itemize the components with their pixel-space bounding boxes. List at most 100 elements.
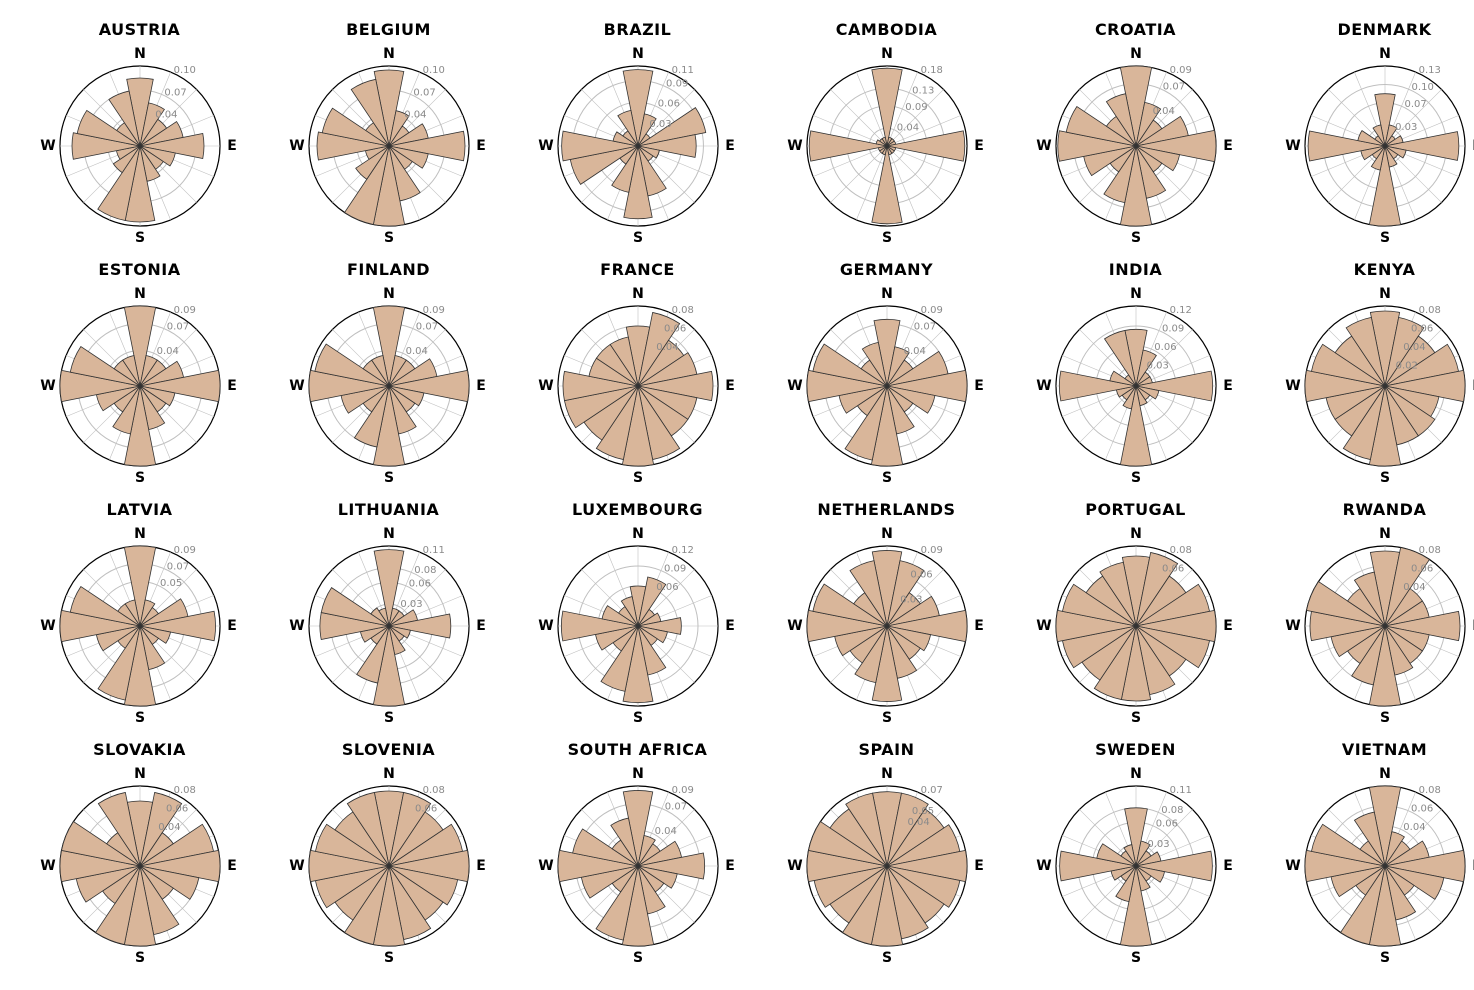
rose-chart: 0.030.060.09NESW — [782, 521, 992, 731]
rose-chart: 0.040.070.10NESW — [284, 41, 494, 251]
cardinal-s: S — [134, 710, 144, 726]
cardinal-s: S — [134, 470, 144, 486]
rtick-label: 0.04 — [155, 109, 177, 120]
panel-title: KENYA — [1265, 260, 1474, 279]
rtick-label: 0.08 — [414, 565, 436, 576]
panel-title: FINLAND — [269, 260, 508, 279]
chart-panel: CROATIA0.040.070.09NESW — [1016, 20, 1255, 250]
rose-chart: 0.040.070.10NESW — [35, 41, 245, 251]
chart-panel: SOUTH AFRICA0.040.070.09NESW — [518, 740, 757, 970]
rose-chart: 0.060.090.12NESW — [533, 521, 743, 731]
rtick-label: 0.06 — [657, 99, 679, 110]
cardinal-s: S — [632, 230, 642, 246]
cardinal-n: N — [134, 526, 146, 542]
rtick-label: 0.12 — [671, 545, 693, 556]
rose-chart: 0.040.070.09NESW — [782, 281, 992, 491]
rose-chart: 0.040.070.09NESW — [1031, 41, 1241, 251]
panel-title: AUSTRIA — [20, 20, 259, 39]
rtick-label: 0.03 — [1146, 361, 1168, 372]
rtick-label: 0.07 — [920, 785, 942, 796]
cardinal-e: E — [227, 138, 237, 154]
cardinal-n: N — [881, 526, 893, 542]
rose-chart: 0.020.040.060.08NESW — [1280, 281, 1474, 491]
rtick-label: 0.08 — [1418, 785, 1440, 796]
cardinal-w: W — [1285, 138, 1300, 154]
cardinal-n: N — [1130, 46, 1142, 62]
cardinal-s: S — [632, 710, 642, 726]
chart-panel: DENMARK0.030.070.100.13NESW — [1265, 20, 1474, 250]
panel-title: VIETNAM — [1265, 740, 1474, 759]
panel-title: ESTONIA — [20, 260, 259, 279]
cardinal-s: S — [881, 950, 891, 966]
cardinal-n: N — [1379, 526, 1391, 542]
panel-title: LATVIA — [20, 500, 259, 519]
cardinal-w: W — [787, 138, 802, 154]
rose-chart: 0.040.090.130.18NESW — [782, 41, 992, 251]
rtick-label: 0.02 — [1395, 361, 1417, 372]
rtick-label: 0.04 — [156, 346, 178, 357]
cardinal-e: E — [227, 618, 237, 634]
cardinal-w: W — [787, 618, 802, 634]
chart-panel: ESTONIA0.040.070.09NESW — [20, 260, 259, 490]
rtick-label: 0.09 — [920, 545, 942, 556]
cardinal-e: E — [1223, 858, 1233, 874]
rtick-label: 0.09 — [920, 305, 942, 316]
chart-panel: GERMANY 0.040.070.09NESW — [767, 260, 1006, 490]
rtick-label: 0.11 — [422, 545, 444, 556]
rtick-label: 0.04 — [405, 346, 427, 357]
chart-panel: AUSTRIA0.040.070.10NESW — [20, 20, 259, 250]
rtick-label: 0.04 — [656, 342, 678, 353]
cardinal-w: W — [538, 138, 553, 154]
cardinal-n: N — [632, 46, 644, 62]
rtick-label: 0.08 — [173, 785, 195, 796]
cardinal-w: W — [1036, 858, 1051, 874]
rtick-label: 0.06 — [910, 570, 932, 581]
cardinal-n: N — [383, 766, 395, 782]
cardinal-e: E — [974, 138, 984, 154]
cardinal-s: S — [1379, 950, 1389, 966]
chart-panel: BELGIUM0.040.070.10NESW — [269, 20, 508, 250]
cardinal-w: W — [1036, 138, 1051, 154]
cardinal-w: W — [40, 618, 55, 634]
cardinal-s: S — [134, 230, 144, 246]
cardinal-n: N — [134, 46, 146, 62]
panel-title: LUXEMBOURG — [518, 500, 757, 519]
rtick-label: 0.06 — [1410, 564, 1432, 575]
rtick-label: 0.06 — [414, 804, 436, 815]
cardinal-e: E — [476, 138, 486, 154]
chart-panel: SPAIN0.040.050.07NESW — [767, 740, 1006, 970]
rtick-label: 0.10 — [173, 65, 195, 76]
cardinal-w: W — [40, 858, 55, 874]
small-multiples-grid: AUSTRIA0.040.070.10NESWBELGIUM0.040.070.… — [20, 20, 1454, 970]
rose-chart: 0.030.060.080.11NESW — [284, 521, 494, 731]
cardinal-e: E — [1223, 618, 1233, 634]
cardinal-n: N — [881, 46, 893, 62]
rtick-label: 0.03 — [1147, 839, 1169, 850]
cardinal-w: W — [289, 858, 304, 874]
rose-chart: 0.040.050.07NESW — [782, 761, 992, 971]
cardinal-n: N — [632, 526, 644, 542]
chart-panel: FRANCE0.040.060.08NESW — [518, 260, 757, 490]
cardinal-n: N — [1130, 526, 1142, 542]
cardinal-e: E — [476, 618, 486, 634]
cardinal-s: S — [881, 230, 891, 246]
cardinal-s: S — [383, 470, 393, 486]
chart-panel: LUXEMBOURG0.060.090.12NESW — [518, 500, 757, 730]
cardinal-w: W — [1036, 618, 1051, 634]
rtick-label: 0.04 — [903, 346, 925, 357]
rtick-label: 0.04 — [654, 826, 676, 837]
panel-title: INDIA — [1016, 260, 1255, 279]
rtick-label: 0.08 — [671, 305, 693, 316]
cardinal-n: N — [134, 766, 146, 782]
rtick-label: 0.04 — [158, 822, 180, 833]
rtick-label: 0.06 — [1161, 564, 1183, 575]
cardinal-s: S — [1130, 710, 1140, 726]
cardinal-n: N — [632, 766, 644, 782]
cardinal-s: S — [1130, 470, 1140, 486]
chart-panel: SWEDEN0.030.060.080.11NESW — [1016, 740, 1255, 970]
rose-bar — [1369, 146, 1400, 226]
rtick-label: 0.10 — [422, 65, 444, 76]
cardinal-s: S — [134, 950, 144, 966]
panel-title: GERMANY — [767, 260, 1006, 279]
chart-panel: PORTUGAL0.060.08NESW — [1016, 500, 1255, 730]
